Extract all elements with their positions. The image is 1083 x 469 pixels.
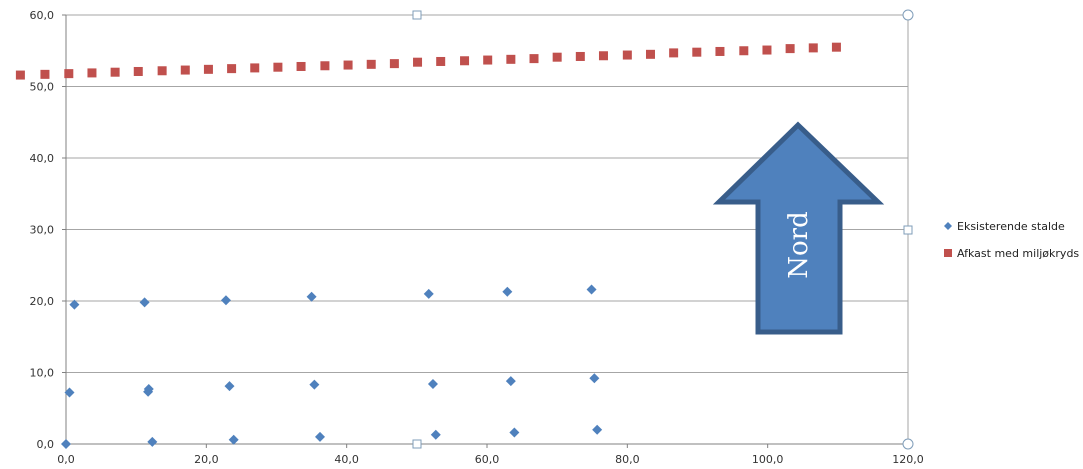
data-point-square[interactable]	[320, 61, 330, 71]
legend-item-afkast-med-miljoekryds: Afkast med miljøkryds	[944, 247, 1079, 260]
data-point-square[interactable]	[831, 42, 841, 52]
data-point-square[interactable]	[715, 46, 725, 56]
data-point-square[interactable]	[64, 69, 74, 79]
data-point-square[interactable]	[157, 66, 167, 76]
north-arrow-shape[interactable]	[712, 121, 885, 335]
data-point-square[interactable]	[343, 60, 353, 70]
x-tick-label: 100,0	[752, 453, 784, 466]
legend-label-series-2: Afkast med miljøkryds	[957, 247, 1079, 260]
data-point-square[interactable]	[762, 45, 772, 55]
legend-label-series-1: Eksisterende stalde	[957, 220, 1065, 233]
y-tick-label: 0,0	[37, 438, 55, 451]
data-point-square[interactable]	[87, 68, 97, 78]
data-point-diamond[interactable]	[427, 378, 438, 389]
series-2	[15, 42, 841, 80]
legend-marker-diamond	[944, 222, 952, 230]
legend: Eksisterende stalde Afkast med miljøkryd…	[944, 220, 1079, 260]
x-tick-label: 60,0	[475, 453, 500, 466]
data-point-square[interactable]	[180, 65, 190, 75]
grid	[66, 14, 908, 373]
resize-handle-top-right[interactable]	[902, 9, 914, 21]
data-point-diamond[interactable]	[224, 381, 235, 392]
data-point-square[interactable]	[273, 62, 283, 72]
data-point-diamond[interactable]	[306, 291, 317, 302]
data-point-diamond[interactable]	[220, 295, 231, 306]
data-point-diamond[interactable]	[64, 387, 75, 398]
y-tick-label: 20,0	[30, 295, 55, 308]
data-point-square[interactable]	[389, 59, 399, 69]
data-point-diamond[interactable]	[143, 386, 154, 397]
data-point-square[interactable]	[436, 56, 446, 66]
data-point-square[interactable]	[460, 56, 470, 66]
data-point-diamond[interactable]	[586, 284, 597, 295]
data-point-square[interactable]	[296, 61, 306, 71]
data-point-square[interactable]	[227, 64, 237, 74]
data-point-square[interactable]	[483, 55, 493, 65]
north-arrow-annotation[interactable]: Nord	[712, 121, 885, 335]
y-tick-label: 50,0	[30, 81, 55, 94]
x-tick-label: 0,0	[57, 453, 75, 466]
data-point-square[interactable]	[598, 51, 608, 61]
data-point-square[interactable]	[250, 63, 260, 73]
data-point-diamond[interactable]	[228, 434, 239, 445]
data-point-square[interactable]	[552, 52, 562, 62]
data-point-square[interactable]	[203, 64, 213, 74]
legend-item-eksisterende-stalde: Eksisterende stalde	[944, 220, 1065, 233]
data-point-diamond[interactable]	[430, 429, 441, 440]
x-tick-label: 20,0	[194, 453, 219, 466]
series-layer	[15, 42, 841, 449]
data-point-diamond[interactable]	[139, 297, 150, 308]
data-point-diamond[interactable]	[505, 376, 516, 387]
data-point-diamond[interactable]	[147, 436, 158, 447]
data-point-diamond[interactable]	[589, 373, 600, 384]
north-arrow-label: Nord	[784, 211, 814, 278]
data-point-square[interactable]	[739, 46, 749, 56]
data-point-square[interactable]	[645, 49, 655, 59]
legend-marker-square	[944, 249, 952, 257]
selection-handles[interactable]	[412, 9, 914, 450]
y-tick-label: 30,0	[30, 224, 55, 237]
y-tick-label: 40,0	[30, 152, 55, 165]
data-point-diamond[interactable]	[309, 379, 320, 390]
data-point-square[interactable]	[575, 51, 585, 61]
data-point-square[interactable]	[529, 54, 539, 64]
x-tick-label: 80,0	[615, 453, 640, 466]
data-point-square[interactable]	[15, 70, 25, 80]
axes: 0,0 10,0 20,0 30,0 40,0 50,0 60,0 0,0 20,0 40,0 60…	[30, 9, 924, 466]
data-point-square[interactable]	[506, 54, 516, 64]
resize-handle-top-center[interactable]	[412, 10, 422, 20]
data-point-square[interactable]	[808, 43, 818, 53]
data-point-diamond[interactable]	[509, 427, 520, 438]
data-point-diamond[interactable]	[315, 431, 326, 442]
data-point-square[interactable]	[133, 66, 143, 76]
data-point-diamond[interactable]	[69, 299, 80, 310]
data-point-diamond[interactable]	[592, 424, 603, 435]
series-1	[61, 284, 603, 449]
y-tick-label: 60,0	[30, 9, 55, 22]
data-point-square[interactable]	[692, 47, 702, 57]
data-point-square[interactable]	[669, 48, 679, 58]
data-point-diamond[interactable]	[423, 288, 434, 299]
x-tick-label: 120,0	[892, 453, 924, 466]
data-point-square[interactable]	[413, 57, 423, 67]
data-point-square[interactable]	[40, 69, 50, 79]
resize-handle-middle-right[interactable]	[903, 225, 913, 235]
y-tick-label: 10,0	[30, 367, 55, 380]
data-point-square[interactable]	[366, 59, 376, 69]
resize-handle-bottom-center[interactable]	[412, 439, 422, 449]
x-tick-label: 40,0	[334, 453, 359, 466]
data-point-diamond[interactable]	[61, 439, 71, 449]
data-point-square[interactable]	[110, 67, 120, 77]
data-point-diamond[interactable]	[502, 286, 513, 297]
resize-handle-bottom-right[interactable]	[902, 438, 914, 450]
data-point-square[interactable]	[785, 44, 795, 54]
data-point-square[interactable]	[622, 50, 632, 60]
